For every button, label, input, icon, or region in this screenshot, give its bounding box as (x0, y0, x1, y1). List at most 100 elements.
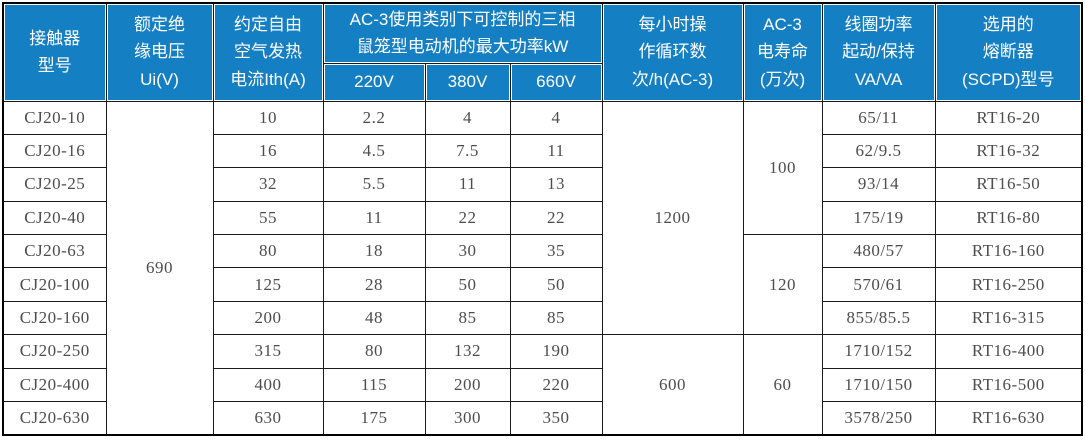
cell-fuse: RT16-20 (934, 100, 1083, 135)
cell-life-merged: 100 (742, 100, 823, 236)
cell-fuse: RT16-160 (934, 234, 1083, 269)
cell-kw660: 50 (509, 267, 603, 302)
cell-coil: 480/57 (821, 234, 936, 269)
table-row: CJ20-250 315 80 132 190 600 60 1710/152 … (2, 334, 1083, 436)
cell-kw380: 85 (424, 300, 511, 336)
cell-life-merged: 60 (742, 334, 823, 436)
cell-kw220: 48 (322, 300, 426, 336)
cell-fuse: RT16-500 (934, 367, 1083, 403)
cell-coil: 855/85.5 (821, 300, 936, 336)
header-cell-cycles: 每小时操 作循环数 次/h(AC-3) (601, 2, 744, 102)
cell-model: CJ20-16 (2, 133, 107, 169)
cell-kw380: 7.5 (424, 133, 511, 169)
cell-fuse: RT16-315 (934, 300, 1083, 336)
cell-cycles-merged: 600 (601, 334, 744, 436)
cell-kw660: 13 (509, 167, 603, 202)
cell-ith: 125 (212, 267, 324, 302)
table-row: CJ20-25 32 5.5 11 13 93/14 RT16-50 (2, 167, 1083, 202)
cell-kw380: 11 (424, 167, 511, 202)
cell-ith: 10 (212, 100, 324, 135)
cell-fuse: RT16-50 (934, 167, 1083, 202)
header-cell-coil: 线圈功率 起动/保持 VA/VA (821, 2, 936, 102)
cell-kw220: 4.5 (322, 133, 426, 169)
cell-ith: 80 (212, 234, 324, 269)
cell-kw220: 115 (322, 367, 426, 403)
cell-model: CJ20-250 (2, 334, 107, 369)
cell-model: CJ20-630 (2, 401, 107, 436)
cell-model: CJ20-100 (2, 267, 107, 302)
cell-coil: 3578/250 (821, 401, 936, 436)
cell-kw380: 300 (424, 401, 511, 436)
cell-kw380: 4 (424, 100, 511, 135)
cell-coil: 93/14 (821, 167, 936, 202)
table-row: CJ20-400 400 115 200 220 1710/150 RT16-5… (2, 367, 1083, 403)
cell-life-merged: 120 (742, 234, 823, 336)
cell-ith: 315 (212, 334, 324, 369)
header-cell-380v: 380V (424, 62, 511, 102)
table-row: CJ20-10 690 10 2.2 4 4 1200 100 65/11 RT… (2, 100, 1083, 436)
cell-coil: 62/9.5 (821, 133, 936, 169)
cell-model: CJ20-63 (2, 234, 107, 269)
cell-kw660: 190 (509, 334, 603, 369)
cell-fuse: RT16-630 (934, 401, 1083, 436)
cell-coil: 1710/150 (821, 367, 936, 403)
table-row: CJ20-100 125 28 50 50 570/61 RT16-250 (2, 267, 1083, 302)
header-cell-life: AC-3 电寿命 (万次) (742, 2, 823, 102)
table-row: CJ20-630 630 175 300 350 3578/250 RT16-6… (2, 401, 1083, 436)
cell-kw220: 5.5 (322, 167, 426, 202)
cell-kw660: 220 (509, 367, 603, 403)
cell-kw660: 85 (509, 300, 603, 336)
cell-kw220: 11 (322, 200, 426, 236)
cell-kw220: 2.2 (322, 100, 426, 135)
cell-model: CJ20-400 (2, 367, 107, 403)
header-cell-ac3-power: AC-3使用类别下可控制的三相 鼠笼型电动机的最大功率kW (322, 2, 603, 64)
cell-fuse: RT16-400 (934, 334, 1083, 369)
header-row-top: 接触器 型号 额定绝 缘电压 Ui(V) 约定自由 空气发热 电流Ith(A) … (2, 2, 1083, 102)
cell-ith: 32 (212, 167, 324, 202)
cell-kw660: 4 (509, 100, 603, 135)
cell-kw220: 175 (322, 401, 426, 436)
header-cell-fuse: 选用的 熔断器 (SCPD)型号 (934, 2, 1083, 102)
table-row: CJ20-16 16 4.5 7.5 11 62/9.5 RT16-32 (2, 133, 1083, 169)
header-cell-ui: 额定绝 缘电压 Ui(V) (105, 2, 214, 102)
table-row: CJ20-160 200 48 85 85 855/85.5 RT16-315 (2, 300, 1083, 336)
cell-kw380: 200 (424, 367, 511, 403)
cell-ith: 55 (212, 200, 324, 236)
header-cell-model: 接触器 型号 (2, 2, 107, 102)
cell-model: CJ20-40 (2, 200, 107, 236)
header-cell-220v: 220V (322, 62, 426, 102)
header-cell-660v: 660V (509, 62, 603, 102)
cell-fuse: RT16-250 (934, 267, 1083, 302)
cell-coil: 570/61 (821, 267, 936, 302)
cell-ith: 400 (212, 367, 324, 403)
cell-kw380: 50 (424, 267, 511, 302)
cell-fuse: RT16-32 (934, 133, 1083, 169)
cell-kw220: 80 (322, 334, 426, 369)
cell-coil: 175/19 (821, 200, 936, 236)
cell-kw660: 22 (509, 200, 603, 236)
cell-fuse: RT16-80 (934, 200, 1083, 236)
cell-ith: 200 (212, 300, 324, 336)
header-row-voltages: 220V 380V 660V (3, 62, 1082, 102)
cell-kw380: 30 (424, 234, 511, 269)
header-cell-ith: 约定自由 空气发热 电流Ith(A) (212, 2, 324, 102)
table-row: CJ20-63 80 18 30 35 120 480/57 RT16-160 (2, 234, 1083, 336)
cell-kw220: 18 (322, 234, 426, 269)
cell-kw660: 350 (509, 401, 603, 436)
cell-kw220: 28 (322, 267, 426, 302)
cell-kw380: 132 (424, 334, 511, 369)
cell-model: CJ20-160 (2, 300, 107, 336)
table-header: 接触器 型号 额定绝 缘电压 Ui(V) 约定自由 空气发热 电流Ith(A) … (2, 2, 1083, 102)
cell-ui-merged: 690 (105, 100, 214, 436)
cell-ith: 16 (212, 133, 324, 169)
cell-kw660: 35 (509, 234, 603, 269)
cell-kw380: 22 (424, 200, 511, 236)
cell-model: CJ20-25 (2, 167, 107, 202)
cell-cycles-merged: 1200 (601, 100, 744, 336)
cell-kw660: 11 (509, 133, 603, 169)
table-row: CJ20-40 55 11 22 22 175/19 RT16-80 (2, 200, 1083, 236)
table-body: CJ20-10 690 10 2.2 4 4 1200 100 65/11 RT… (2, 100, 1083, 436)
cell-coil: 1710/152 (821, 334, 936, 369)
cell-ith: 630 (212, 401, 324, 436)
